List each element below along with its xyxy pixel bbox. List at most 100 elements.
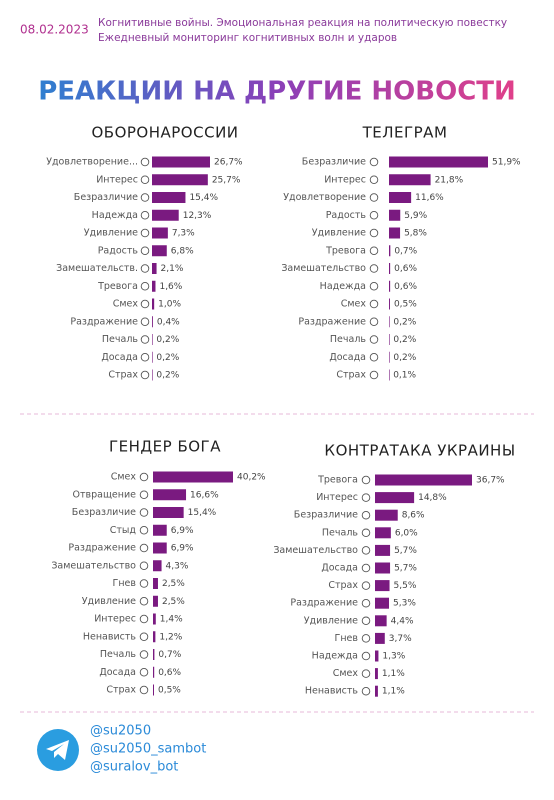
category-label: Страх xyxy=(108,370,138,381)
value-label: 2,1% xyxy=(161,264,184,274)
emotion-icon xyxy=(361,528,371,538)
value-label: 0,2% xyxy=(393,317,416,327)
category-label: Ненависть xyxy=(305,686,359,697)
emotion-icon xyxy=(369,264,379,273)
telegram-icon xyxy=(37,729,79,771)
emotion-icon xyxy=(361,651,371,661)
category-label: Смех xyxy=(341,299,367,310)
category-label: Замешательств. xyxy=(56,263,138,274)
category-label: Раздражение xyxy=(298,316,366,327)
telegram-handle: @su2050_sambot xyxy=(90,742,206,757)
bar xyxy=(375,650,379,662)
category-label: Ненависть xyxy=(83,631,137,642)
emotion-icon xyxy=(140,335,150,344)
category-label: Смех xyxy=(333,668,359,679)
emotion-icon xyxy=(139,650,149,659)
bar xyxy=(153,489,187,501)
value-label: 5,8% xyxy=(404,229,427,239)
bar xyxy=(152,263,157,274)
value-label: 26,7% xyxy=(214,158,243,168)
bar xyxy=(152,156,210,168)
value-label: 0,6% xyxy=(394,264,417,274)
bar xyxy=(375,562,391,574)
subtitle: Ежедневный мониторинг когнитивных волн и… xyxy=(98,32,397,44)
category-label: Досада xyxy=(99,667,136,678)
category-label: Смех xyxy=(111,472,137,483)
emotion-icon xyxy=(361,634,371,643)
category-label: Удовлетворение... xyxy=(46,157,138,168)
value-label: 0,2% xyxy=(156,371,179,381)
bar xyxy=(375,544,391,556)
category-label: Безразличие xyxy=(72,507,136,518)
bar xyxy=(153,649,155,660)
category-label: Досада xyxy=(329,352,366,363)
emotion-icon xyxy=(361,475,371,485)
emotion-icon xyxy=(139,668,149,677)
emotion-icon xyxy=(361,546,371,555)
emotion-icon xyxy=(140,353,150,362)
value-label: 0,6% xyxy=(394,282,417,292)
value-label: 1,1% xyxy=(382,669,405,679)
bar xyxy=(153,631,156,643)
bar xyxy=(389,209,401,221)
value-label: 2,5% xyxy=(162,597,185,607)
category-label: Надежда xyxy=(92,210,138,221)
category-label: Печаль xyxy=(330,334,366,345)
value-label: 3,7% xyxy=(389,634,412,644)
value-label: 1,0% xyxy=(158,300,181,310)
emotion-icon xyxy=(361,598,371,608)
bar xyxy=(375,668,378,680)
emotion-icon xyxy=(139,597,149,606)
value-label: 8,6% xyxy=(402,511,425,521)
value-label: 1,6% xyxy=(159,282,182,292)
emotion-icon xyxy=(139,579,149,588)
value-label: 0,2% xyxy=(393,353,416,363)
bar xyxy=(389,192,412,203)
bar xyxy=(375,509,398,521)
value-label: 51,9% xyxy=(492,158,521,168)
bar xyxy=(152,369,153,381)
bar xyxy=(389,298,390,310)
emotion-icon xyxy=(139,543,149,553)
emotion-icon xyxy=(140,157,150,167)
bar xyxy=(375,685,378,697)
value-label: 15,4% xyxy=(188,508,217,518)
emotion-icon xyxy=(361,686,371,696)
chart-title: КОНТРАТАКА УКРАИНЫ xyxy=(324,442,515,460)
bar xyxy=(375,597,390,609)
value-label: 5,5% xyxy=(394,581,417,591)
value-label: 0,5% xyxy=(394,300,417,310)
emotion-icon xyxy=(139,490,149,500)
value-label: 40,2% xyxy=(237,473,266,483)
emotion-icon xyxy=(361,616,371,626)
bar xyxy=(152,209,179,221)
emotion-icon xyxy=(139,685,149,695)
emotion-icon xyxy=(140,282,150,291)
emotion-icon xyxy=(140,193,150,202)
chart-title: ГЕНДЕР БОГА xyxy=(109,438,221,456)
category-label: Раздражение xyxy=(70,316,138,327)
category-label: Удовлетворение xyxy=(283,192,366,203)
value-label: 1,4% xyxy=(160,615,183,625)
value-label: 11,6% xyxy=(415,193,444,203)
bar xyxy=(389,245,391,257)
value-label: 0,1% xyxy=(393,371,416,381)
bar xyxy=(152,227,168,239)
category-label: Удивление xyxy=(312,228,366,239)
chart-title: ОБОРОНАРОССИИ xyxy=(91,124,238,142)
value-label: 1,2% xyxy=(159,632,182,642)
emotion-icon xyxy=(140,299,150,309)
value-label: 15,4% xyxy=(189,193,218,203)
bar xyxy=(389,263,391,274)
bar xyxy=(389,227,401,239)
category-label: Печаль xyxy=(100,649,136,660)
emotion-icon xyxy=(140,228,150,238)
category-label: Надежда xyxy=(320,281,366,292)
category-label: Гнев xyxy=(335,633,359,644)
value-label: 5,7% xyxy=(394,546,417,556)
category-label: Замешательство xyxy=(273,545,358,556)
value-label: 1,1% xyxy=(382,687,405,697)
value-label: 6,0% xyxy=(395,528,418,538)
category-label: Отвращение xyxy=(73,489,137,500)
